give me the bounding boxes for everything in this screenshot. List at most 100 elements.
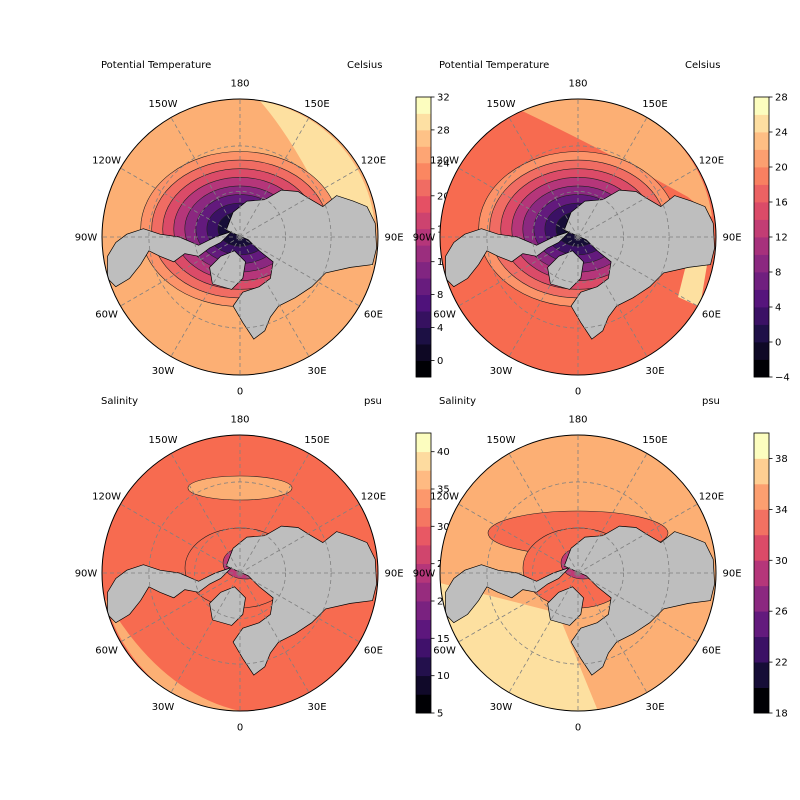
map-field: [440, 99, 716, 375]
colorbar-level: [416, 507, 431, 527]
colorbar-level: [416, 545, 431, 565]
colorbar-tick-label: 28: [437, 125, 450, 136]
longitude-label: 0: [237, 723, 243, 734]
meridian-line: [120, 236, 241, 307]
longitude-label: 30W: [152, 366, 175, 377]
map-field: [440, 435, 716, 711]
colorbar-tick-label: 26: [775, 607, 788, 618]
meridian-line: [170, 117, 241, 238]
colorbar-level: [416, 195, 431, 213]
longitude-label: 60E: [702, 310, 721, 321]
longitude-label: 90W: [413, 569, 436, 580]
colorbar-level: [416, 179, 431, 197]
colorbar-level: [754, 219, 769, 238]
meridian-line: [239, 167, 360, 238]
longitude-label: 30E: [307, 702, 326, 713]
colorbar: −4 0 4 8 12 16 20 24 28: [753, 93, 790, 384]
colorbar-tick-label: 8: [437, 290, 443, 301]
meridian-line: [508, 572, 579, 693]
colorbar-tick-label: −4: [775, 373, 790, 384]
colorbar-tick-label: 16: [775, 198, 788, 209]
colorbar-level: [416, 97, 431, 114]
meridian-line: [577, 236, 648, 357]
colorbar-level: [754, 97, 769, 115]
colorbar-tick-label: 0: [437, 356, 443, 367]
longitude-label: 150W: [487, 99, 516, 110]
colorbar-level: [754, 167, 769, 185]
colorbar-level: [754, 237, 769, 255]
longitude-label: 150E: [642, 99, 667, 110]
meridian-line: [239, 572, 310, 693]
colorbar-level: [754, 254, 769, 273]
colorbar-level: [416, 294, 431, 312]
colorbar: 18 22 26 30 34 38: [753, 432, 788, 720]
colorbar-tick-label: 35: [437, 485, 450, 496]
colorbar-level: [754, 132, 769, 150]
colorbar-level: [416, 601, 431, 621]
meridian-line: [577, 453, 648, 574]
longitude-label: 0: [237, 387, 243, 398]
colorbar-level: [416, 344, 431, 361]
longitude-label: 60W: [433, 646, 456, 657]
meridian-line: [458, 236, 579, 307]
colorbar-level: [754, 433, 769, 459]
colorbar-level: [754, 342, 769, 360]
colorbar-tick-label: 0: [775, 338, 781, 349]
meridian-line: [458, 167, 579, 238]
meridian-line: [577, 503, 698, 574]
longitude-label: 120W: [92, 492, 121, 503]
colorbar-tick-label: 18: [775, 709, 788, 720]
colorbar-level: [754, 636, 769, 663]
map-field: [102, 99, 378, 375]
map-panel-sal-2: 180 150E 120E 90E 60E 30E 0 30W 60W 90W 120W 150W Sa…: [413, 396, 788, 734]
colorbar-level: [754, 560, 769, 587]
colorbar-tick-label: 15: [437, 634, 450, 645]
longitude-label: 60E: [364, 310, 383, 321]
colorbar-level: [416, 694, 431, 714]
colorbar-level: [416, 563, 431, 583]
colorbar-level: [754, 483, 769, 510]
colorbar-level: [416, 619, 431, 639]
map-panel-sal-1: 180 150E 120E 90E 60E 30E 0 30W 60W 90W 120W 150W Sa…: [75, 396, 450, 734]
longitude-label: 0: [575, 387, 581, 398]
longitude-label: 30E: [307, 366, 326, 377]
colorbar-level: [754, 509, 769, 536]
meridian-line: [508, 236, 579, 357]
longitude-label: 180: [568, 415, 587, 426]
land-mass: [107, 525, 377, 676]
colorbar-level: [416, 433, 431, 453]
colorbar-level: [754, 359, 769, 378]
land-mass: [107, 189, 377, 340]
colorbar-tick-label: 30: [775, 556, 788, 567]
meridian-line: [170, 572, 241, 693]
colorbar-tick-label: 5: [437, 709, 443, 720]
colorbar-level: [416, 278, 431, 296]
colorbar-level: [754, 289, 769, 308]
longitude-label: 150E: [642, 435, 667, 446]
meridian-line: [239, 572, 360, 643]
map-boundary: [439, 434, 717, 712]
meridian-line: [170, 236, 241, 357]
longitude-label: 90W: [75, 233, 98, 244]
longitude-label: 60E: [702, 646, 721, 657]
meridian-line: [577, 572, 648, 693]
meridian-line: [577, 167, 698, 238]
colorbar-level: [754, 687, 769, 714]
longitude-label: 120W: [430, 492, 459, 503]
longitude-label: 120W: [92, 156, 121, 167]
meridian-line: [120, 167, 241, 238]
meridian-line: [120, 572, 241, 643]
colorbar-tick-label: 28: [775, 93, 788, 104]
panel-units: Celsius: [685, 60, 720, 71]
longitude-label: 120W: [430, 156, 459, 167]
colorbar-level: [754, 149, 769, 168]
longitude-label: 60E: [364, 646, 383, 657]
longitude-label: 150W: [149, 99, 178, 110]
longitude-label: 30W: [490, 366, 513, 377]
map-boundary: [101, 98, 379, 376]
colorbar-level: [416, 638, 431, 658]
map-panel-pt-1: 180 150E 120E 90E 60E 30E 0 30W 60W 90W 120W 150W Po…: [75, 60, 450, 398]
colorbar-level: [754, 114, 769, 133]
meridian-line: [508, 453, 579, 574]
